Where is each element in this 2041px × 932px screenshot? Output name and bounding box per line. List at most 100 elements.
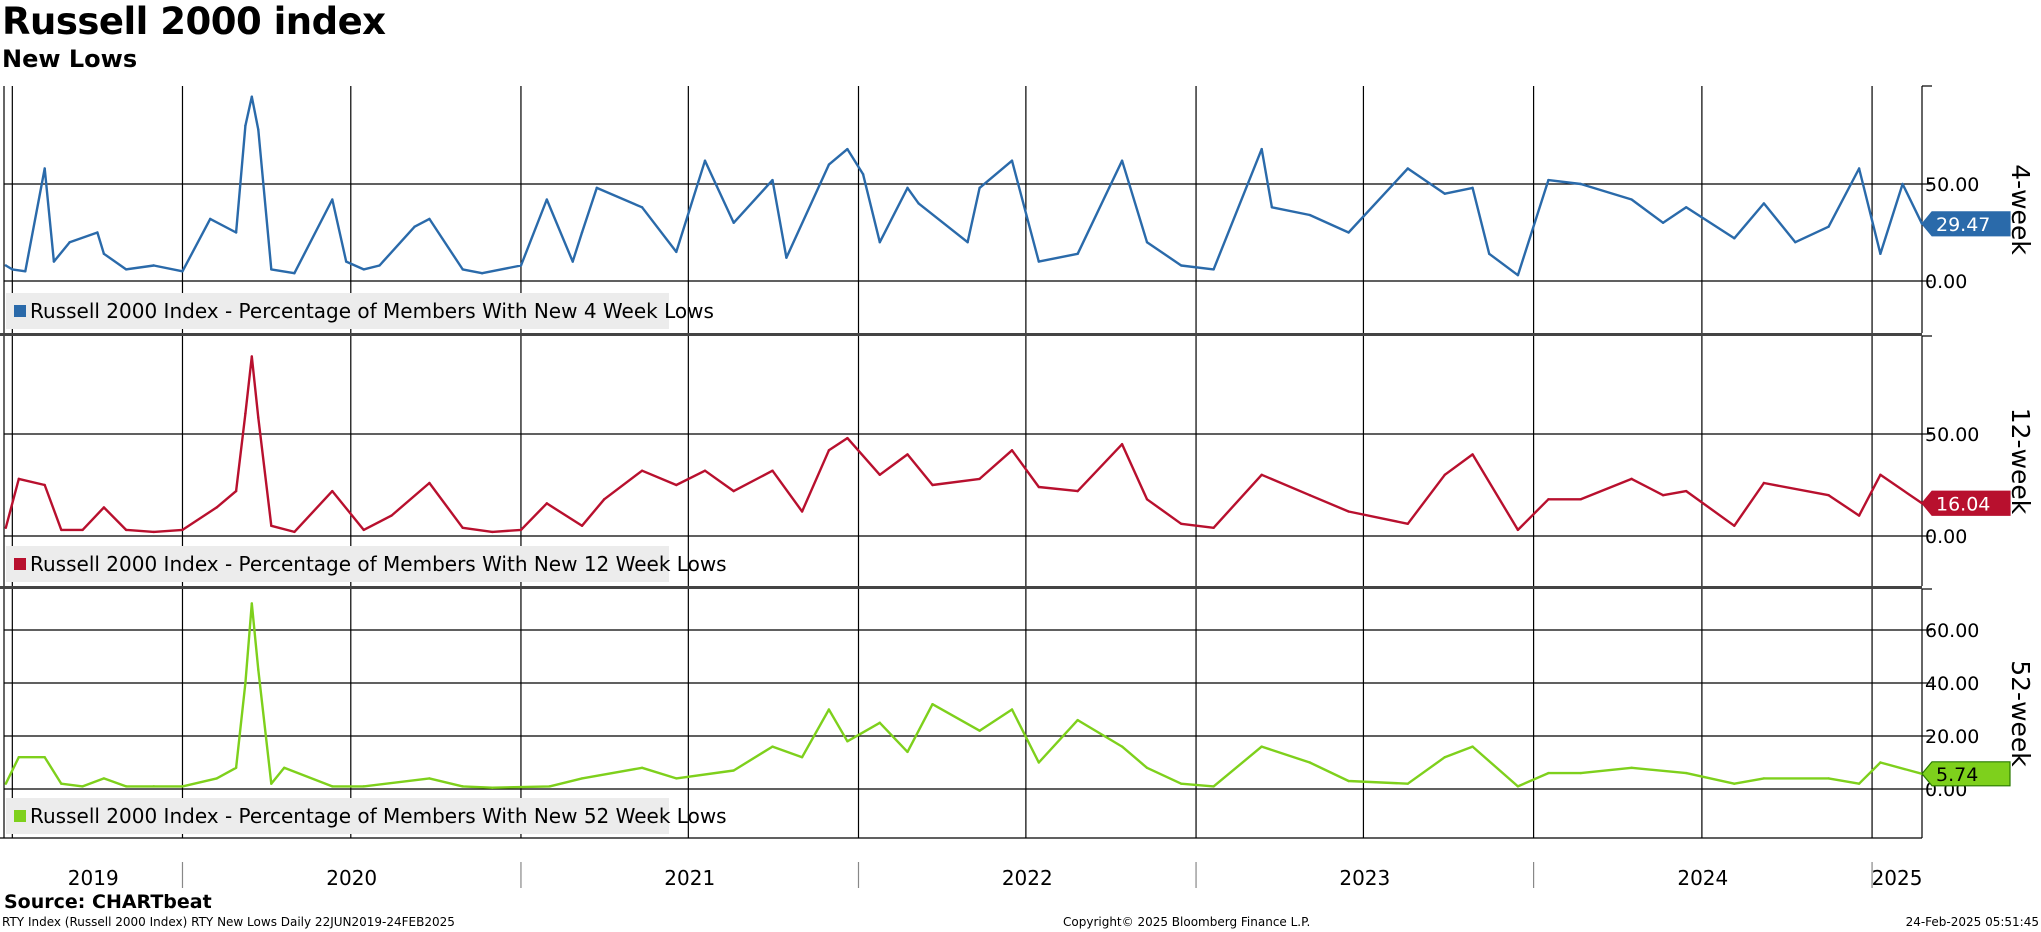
- data-point: [878, 473, 881, 476]
- data-point: [640, 469, 644, 472]
- data-point: [878, 721, 881, 724]
- data-point: [344, 260, 348, 263]
- data-point: [1076, 489, 1079, 493]
- data-point: [978, 186, 981, 190]
- legend-label: Russell 2000 Index - Percentage of Membe…: [30, 299, 714, 323]
- data-point: [1145, 241, 1149, 244]
- data-point: [732, 489, 735, 493]
- data-point: [234, 766, 238, 769]
- data-point: [1471, 745, 1474, 748]
- data-point: [124, 785, 128, 788]
- data-point: [17, 477, 20, 481]
- data-point: [732, 769, 735, 772]
- y-tick-label: 40.00: [1925, 673, 1979, 695]
- footer-ticker-info: RTY Index (Russell 2000 Index) RTY New L…: [2, 915, 455, 929]
- data-point: [1579, 498, 1582, 501]
- data-point: [362, 528, 365, 532]
- data-point: [250, 602, 254, 605]
- data-point: [675, 250, 678, 254]
- data-point: [102, 252, 106, 256]
- data-point: [1010, 449, 1014, 452]
- data-point: [1827, 777, 1830, 780]
- data-point: [1471, 453, 1474, 456]
- data-point: [1260, 745, 1263, 748]
- data-point: [293, 530, 296, 534]
- data-point: [675, 483, 678, 487]
- data-point: [1684, 771, 1688, 775]
- x-tick-label: 2025: [1872, 866, 1923, 890]
- data-point: [390, 514, 393, 517]
- data-point: [152, 530, 156, 534]
- source-note: Source: CHARTbeat: [4, 891, 212, 913]
- footer-timestamp: 24-Feb-2025 05:51:45: [1905, 915, 2039, 929]
- data-point: [461, 268, 464, 271]
- data-point: [906, 750, 909, 754]
- data-point: [52, 260, 56, 263]
- data-point: [785, 256, 788, 259]
- data-point: [1308, 494, 1311, 497]
- data-point: [1857, 782, 1861, 785]
- data-point: [257, 668, 260, 671]
- y-tick-label: 0.00: [1925, 526, 1967, 548]
- data-point: [60, 528, 63, 532]
- data-point: [244, 124, 247, 128]
- data-point: [1630, 198, 1633, 201]
- data-point: [181, 785, 184, 788]
- data-point: [931, 703, 934, 706]
- data-point: [68, 241, 71, 244]
- data-point: [571, 260, 574, 263]
- data-point: [491, 786, 494, 789]
- x-tick-label: 2024: [1677, 866, 1728, 890]
- data-point: [96, 231, 99, 234]
- data-point: [428, 777, 431, 780]
- legend-swatch: [14, 810, 26, 822]
- data-point: [1516, 273, 1520, 277]
- x-tick-label: 2021: [664, 866, 715, 890]
- data-point: [1347, 510, 1350, 513]
- data-point: [257, 416, 260, 419]
- data-point: [545, 198, 549, 201]
- last-value-label: 16.04: [1936, 493, 1990, 515]
- data-point: [1347, 779, 1350, 783]
- x-tick-label: 2022: [1002, 866, 1053, 890]
- data-point: [703, 469, 707, 472]
- data-point: [250, 355, 254, 358]
- data-point: [428, 217, 431, 221]
- data-point: [102, 777, 106, 780]
- data-point: [846, 147, 849, 151]
- data-point: [1010, 159, 1014, 162]
- data-point: [878, 241, 881, 244]
- data-point: [1212, 268, 1215, 271]
- data-point: [362, 785, 365, 788]
- panel-separator: [0, 586, 1922, 589]
- data-point: [1762, 481, 1766, 485]
- data-point: [1347, 231, 1350, 234]
- data-point: [234, 489, 238, 493]
- data-point: [4, 264, 8, 267]
- data-point: [846, 436, 849, 440]
- data-point: [545, 502, 549, 505]
- data-point: [1547, 178, 1550, 182]
- data-point: [800, 510, 804, 513]
- x-tick-label: 2020: [326, 866, 377, 890]
- data-point: [675, 777, 678, 780]
- data-point: [1443, 756, 1447, 759]
- y-tick-label: 60.00: [1925, 620, 1979, 642]
- data-point: [846, 740, 849, 743]
- data-point: [906, 453, 909, 456]
- data-point: [602, 498, 606, 501]
- data-point: [1406, 167, 1410, 170]
- data-point: [1547, 498, 1550, 501]
- data-point: [283, 766, 286, 769]
- data-point: [1120, 443, 1124, 446]
- data-point: [81, 785, 84, 788]
- data-point: [771, 745, 774, 748]
- data-point: [1120, 159, 1124, 162]
- data-point: [181, 528, 184, 532]
- data-point: [1107, 186, 1111, 190]
- data-point: [1733, 524, 1736, 527]
- data-point: [270, 268, 273, 271]
- data-point: [1579, 182, 1582, 186]
- legend-box: [6, 546, 669, 582]
- data-point: [331, 785, 334, 788]
